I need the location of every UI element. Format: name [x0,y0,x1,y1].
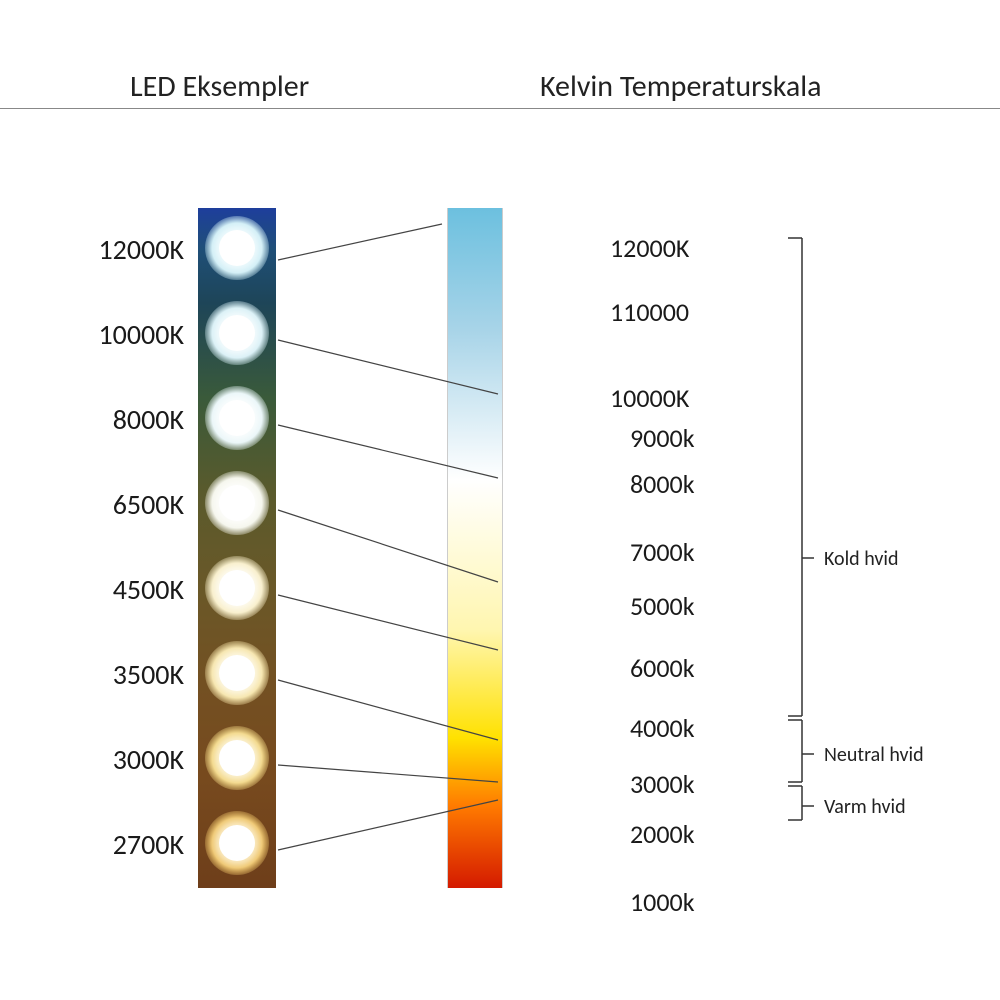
scale-label: 12000K [610,232,689,264]
led-core [219,570,255,606]
scale-label: 7000k [630,536,695,568]
header-rule [0,108,1000,109]
scale-label: 5000k [630,590,695,622]
led-kelvin-label: 8000K [64,402,184,437]
led-core [219,825,255,861]
scale-label: 8000k [630,468,695,500]
scale-label: 4000k [630,712,695,744]
led-core [219,740,255,776]
led-core [219,315,255,351]
led-core [219,655,255,691]
led-core [219,400,255,436]
led-kelvin-label: 3500K [64,657,184,692]
title-led: LED Eksempler [130,68,309,105]
led-kelvin-label: 10000K [64,317,184,352]
led-kelvin-label: 6500K [64,487,184,522]
scale-label: 110000 [610,296,689,328]
led-core [219,485,255,521]
scale-label: 1000k [630,886,695,918]
scale-label: 3000k [630,768,695,800]
scale-label: 6000k [630,652,695,684]
scale-label: 9000k [630,422,695,454]
category-label: Neutral hvid [824,743,924,767]
kelvin-gradient-bar [447,208,503,888]
led-core [219,230,255,266]
led-kelvin-label: 2700K [64,827,184,862]
scale-label: 2000k [630,818,695,850]
led-kelvin-label: 12000K [64,232,184,267]
led-kelvin-label: 3000K [64,742,184,777]
led-kelvin-label: 4500K [64,572,184,607]
category-label: Kold hvid [824,547,899,571]
scale-label: 10000K [610,382,689,414]
title-kelvin: Kelvin Temperaturskala [540,68,822,105]
category-label: Varm hvid [824,795,906,819]
